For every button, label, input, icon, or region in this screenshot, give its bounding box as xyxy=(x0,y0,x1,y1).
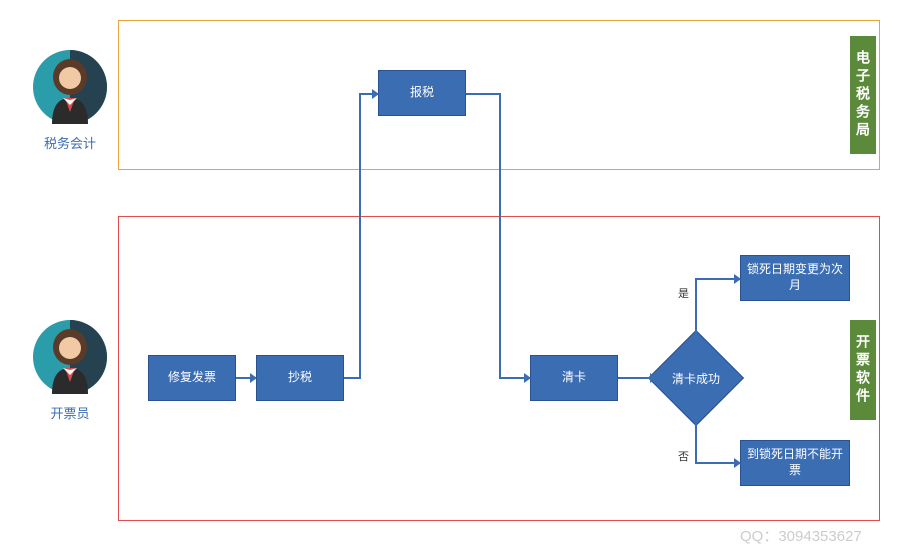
swimlane-top-label-text: 电子税务局 xyxy=(853,50,873,140)
person-icon xyxy=(33,50,107,124)
node-success: 锁死日期变更为次月 xyxy=(740,255,850,301)
arrow-icon xyxy=(734,274,741,284)
actor-invoice-clerk: 开票员 xyxy=(30,320,110,422)
arrow-icon xyxy=(372,89,379,99)
edge xyxy=(359,93,361,379)
edge xyxy=(466,93,500,95)
node-label: 锁死日期变更为次月 xyxy=(745,262,845,293)
actor-top-label: 税务会计 xyxy=(30,133,110,152)
node-repair-invoice: 修复发票 xyxy=(148,355,236,401)
node-label: 清卡 xyxy=(562,370,586,386)
person-icon xyxy=(33,320,107,394)
edge xyxy=(344,377,360,379)
arrow-icon xyxy=(250,373,257,383)
arrow-icon xyxy=(524,373,531,383)
node-label: 报税 xyxy=(410,85,434,101)
watermark-text: QQ：3094353627 xyxy=(740,525,862,546)
arrow-icon xyxy=(734,458,741,468)
node-fail: 到锁死日期不能开票 xyxy=(740,440,850,486)
actor-bottom-label: 开票员 xyxy=(30,403,110,422)
edge-label-no: 否 xyxy=(678,448,689,464)
node-label: 修复发票 xyxy=(168,370,216,386)
swimlane-bottom-label-text: 开票软件 xyxy=(853,334,873,406)
node-clear-card: 清卡 xyxy=(530,355,618,401)
edge xyxy=(499,93,501,379)
actor-tax-accountant: 税务会计 xyxy=(30,50,110,152)
node-label: 抄税 xyxy=(288,370,312,386)
node-report-tax: 报税 xyxy=(378,70,466,116)
node-copy-tax: 抄税 xyxy=(256,355,344,401)
node-decision: 清卡成功 xyxy=(648,340,744,416)
edge xyxy=(695,278,697,344)
swimlane-top-label: 电子税务局 xyxy=(850,36,876,154)
node-label: 到锁死日期不能开票 xyxy=(745,447,845,478)
node-label: 清卡成功 xyxy=(672,370,720,387)
swimlane-bottom-label: 开票软件 xyxy=(850,320,876,420)
edge-label-yes: 是 xyxy=(678,285,689,301)
arrow-icon xyxy=(650,373,657,383)
edge xyxy=(695,412,697,463)
